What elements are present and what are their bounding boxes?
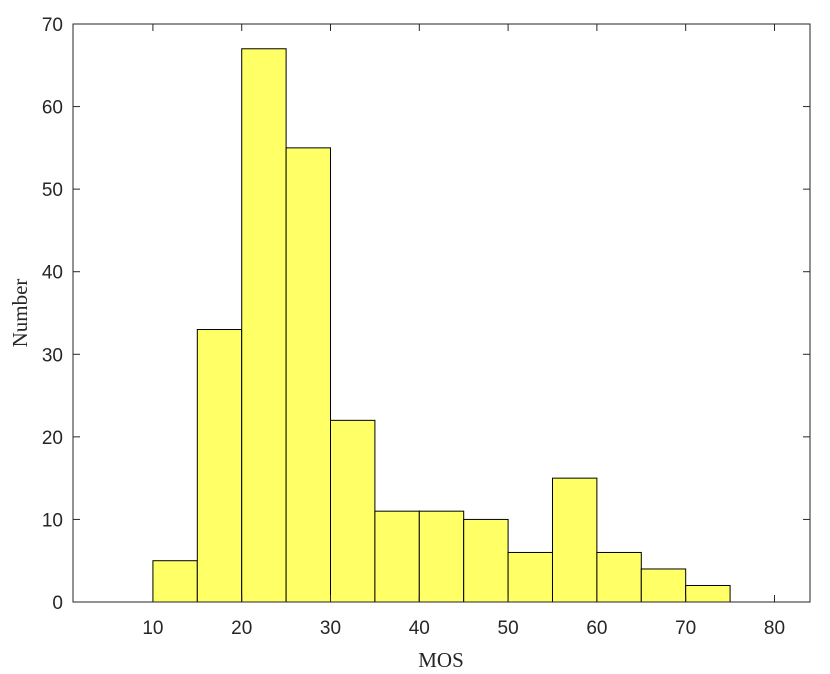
y-tick-label: 0: [52, 593, 63, 614]
y-tick-label: 60: [42, 98, 63, 119]
x-tick-label: 20: [231, 618, 252, 639]
x-tick-label: 80: [764, 618, 785, 639]
y-tick-label: 40: [42, 263, 63, 284]
bar: [507, 551, 553, 603]
bar: [330, 419, 376, 603]
bar: [596, 551, 642, 603]
bar: [418, 510, 465, 603]
x-tick-label: 40: [409, 618, 430, 639]
x-tick-label: 30: [320, 618, 341, 639]
y-tick-label: 30: [42, 345, 63, 366]
bar: [152, 560, 198, 603]
x-tick-label: 10: [142, 618, 163, 639]
x-tick-label: 50: [498, 618, 519, 639]
x-tick-label: 70: [675, 618, 696, 639]
axes-box: [72, 23, 811, 603]
x-tick-label: 60: [586, 618, 607, 639]
bar: [640, 568, 687, 603]
y-tick-label: 10: [42, 510, 63, 531]
y-axis-label: Number: [8, 279, 32, 348]
bar: [241, 48, 287, 603]
bar: [463, 518, 509, 603]
bar: [196, 329, 243, 603]
y-tick-label: 70: [42, 15, 63, 36]
y-tick-label: 50: [42, 180, 63, 201]
y-tick-label: 20: [42, 428, 63, 449]
bar: [285, 147, 332, 603]
bar: [685, 584, 731, 603]
bar: [374, 510, 420, 603]
bar: [551, 477, 598, 603]
x-axis-label: MOS: [418, 648, 464, 672]
